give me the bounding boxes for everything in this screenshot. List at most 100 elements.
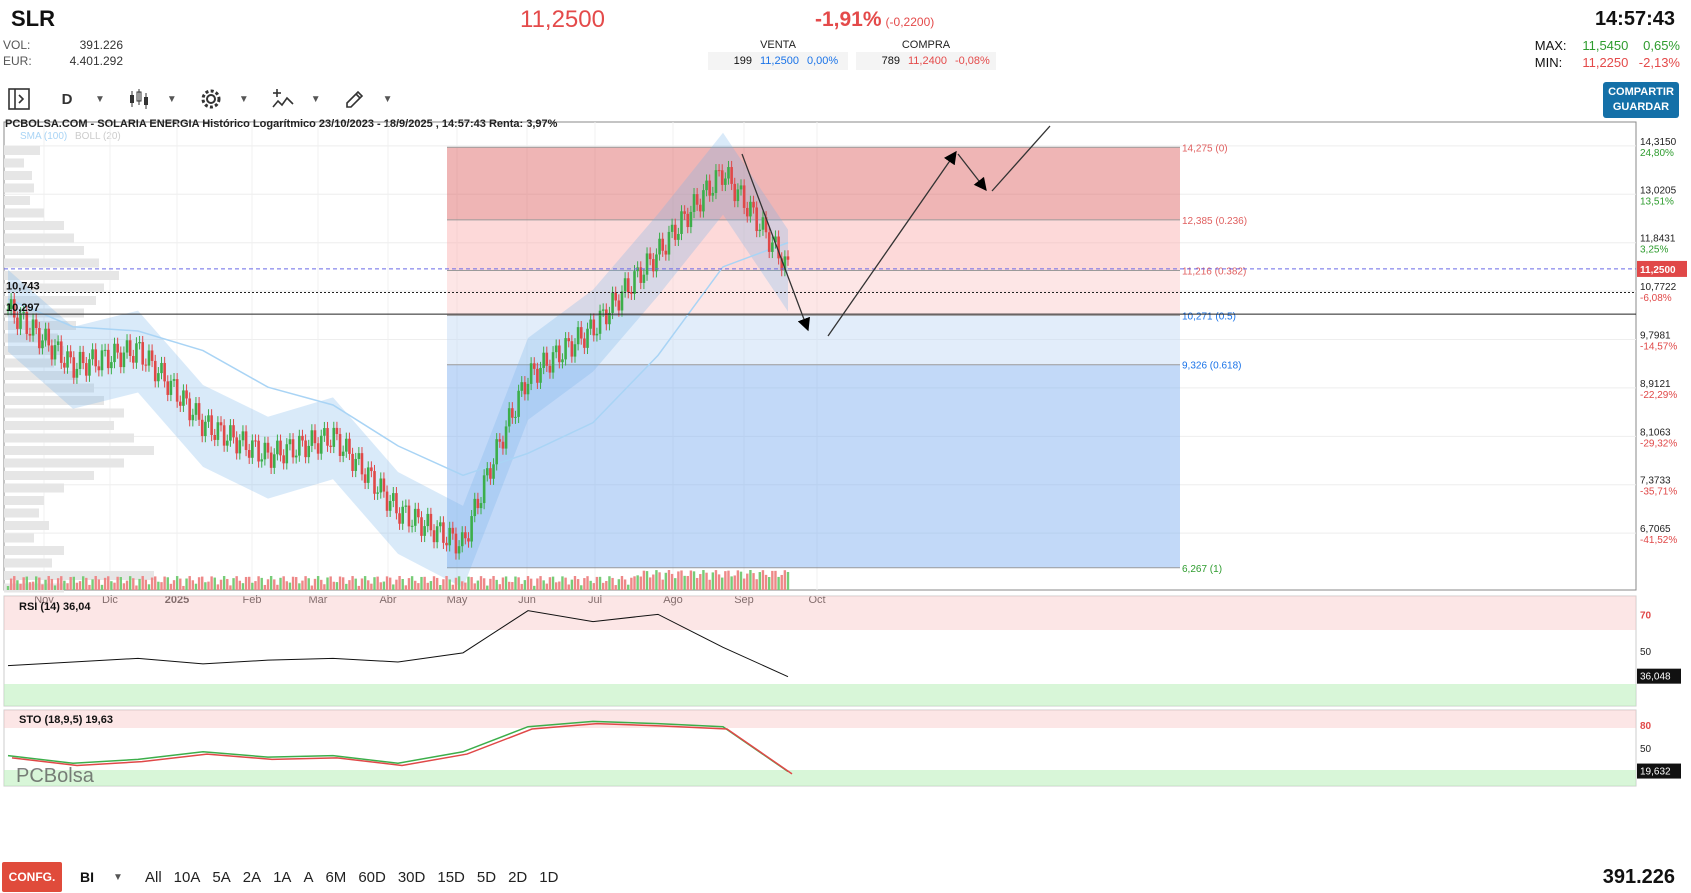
last-price: 11,2500 <box>520 6 605 33</box>
candle-body <box>683 211 686 214</box>
period-2d[interactable]: 2D <box>508 869 528 886</box>
candle-body <box>272 454 276 468</box>
candle-body <box>755 207 758 232</box>
drawing-tool-icon[interactable] <box>341 85 369 113</box>
candles-icon[interactable] <box>125 85 153 113</box>
candle-body <box>595 333 599 336</box>
candle-body <box>247 450 251 458</box>
fib-zone <box>447 364 1180 568</box>
candle-body <box>72 357 76 378</box>
volume-bar <box>379 582 382 590</box>
indicators-icon[interactable] <box>269 85 297 113</box>
period-1d[interactable]: 1D <box>539 869 559 886</box>
volume-bar <box>589 580 592 590</box>
volume-bar <box>191 580 195 590</box>
config-button[interactable]: CONFG. <box>2 862 62 892</box>
x-tick-label-0: Nov <box>34 594 54 606</box>
volume-bar <box>501 577 505 590</box>
candle-body <box>178 401 182 406</box>
candle-body <box>153 360 157 382</box>
volume-bar <box>204 582 207 590</box>
candle-body <box>467 538 470 542</box>
candle-body <box>611 292 614 313</box>
period-60d[interactable]: 60D <box>358 869 386 886</box>
period-15d[interactable]: 15D <box>437 869 465 886</box>
volume-bar <box>363 576 367 590</box>
candle-body <box>648 253 652 260</box>
x-tick-label-9: Ago <box>663 594 683 606</box>
period-1a[interactable]: 1A <box>273 869 292 886</box>
sto-value-tag-label: 19,632 <box>1640 767 1671 778</box>
chart-svg[interactable]: PCBOLSA.COM - SOLARIA ENERGIA Histórico … <box>0 118 1691 858</box>
volume-bar <box>486 585 489 590</box>
volume-bar <box>41 584 44 590</box>
euro-label: EUR: <box>3 54 32 68</box>
volume-value: 391.226 <box>79 38 123 52</box>
candle-body <box>448 527 451 546</box>
period-6m[interactable]: 6M <box>325 869 347 886</box>
candle-body <box>567 338 571 342</box>
candle-body <box>210 415 213 436</box>
chevron-down-icon[interactable]: ▼ <box>113 872 123 883</box>
mode-selector[interactable]: BI <box>80 869 94 885</box>
chart-toolbar: D ▼ ▼ ▼ ▼ ▼ <box>5 84 407 114</box>
period-5a[interactable]: 5A <box>212 869 231 886</box>
chevron-down-icon[interactable]: ▼ <box>95 93 105 105</box>
chevron-down-icon[interactable]: ▼ <box>310 93 321 105</box>
candle-body <box>745 207 749 217</box>
candle-body <box>110 362 113 369</box>
candle-body <box>698 204 702 212</box>
candle-body <box>677 233 680 240</box>
candle-body <box>16 317 19 329</box>
candle-body <box>225 440 229 446</box>
x-tick-label-2: 2025 <box>165 594 189 606</box>
candle-body <box>457 546 461 554</box>
candle-body <box>786 256 790 260</box>
candle-body <box>658 238 661 255</box>
candle-body <box>388 500 392 511</box>
period-30d[interactable]: 30D <box>397 869 426 886</box>
candle-body <box>172 379 176 381</box>
volume-bar <box>614 585 617 590</box>
volume-bar <box>414 580 417 590</box>
timeframe-button[interactable]: D <box>61 90 73 108</box>
share-save-button[interactable]: COMPARTIR GUARDAR <box>1603 82 1679 118</box>
volume-bar <box>72 576 75 590</box>
volume-bar <box>435 577 439 590</box>
chevron-down-icon[interactable]: ▼ <box>166 93 177 105</box>
volume-bar <box>78 581 82 590</box>
chart-area[interactable]: PCBOLSA.COM - SOLARIA ENERGIA Histórico … <box>0 118 1691 858</box>
volume-bar <box>642 570 646 590</box>
share-label: COMPARTIR <box>1608 86 1674 98</box>
candle-body <box>38 328 41 349</box>
candle-body <box>376 492 379 494</box>
period-5d[interactable]: 5D <box>476 869 497 886</box>
sto-d-line <box>11 722 793 775</box>
volume-bar <box>222 576 226 590</box>
candle-body <box>282 455 285 464</box>
volume-bar <box>150 577 154 590</box>
panel-toggle-icon[interactable] <box>5 85 33 113</box>
volume-bar <box>733 575 736 590</box>
volume-bar <box>307 578 310 590</box>
candle-body <box>169 380 173 395</box>
period-10a[interactable]: 10A <box>173 869 201 886</box>
period-all[interactable]: All <box>145 869 162 886</box>
change-absolute: (-0,2200) <box>885 15 935 29</box>
volume-bar <box>291 576 295 590</box>
volume-bar <box>313 578 317 590</box>
x-tick-label-3: Feb <box>243 594 262 606</box>
volume-bar <box>746 573 749 590</box>
volume-bar <box>771 570 774 590</box>
period-2a[interactable]: 2A <box>242 869 262 886</box>
x-tick-label-10: Sep <box>734 594 754 606</box>
candle-body <box>326 428 329 446</box>
buy-price: 11,2400 <box>908 55 947 67</box>
chevron-down-icon[interactable]: ▼ <box>382 93 393 105</box>
gear-icon[interactable] <box>197 85 225 113</box>
period-a[interactable]: A <box>303 869 314 886</box>
volume-bar <box>81 576 85 590</box>
chevron-down-icon[interactable]: ▼ <box>238 93 249 105</box>
x-tick-label-4: Mar <box>309 594 328 606</box>
volume-bar <box>539 576 542 590</box>
